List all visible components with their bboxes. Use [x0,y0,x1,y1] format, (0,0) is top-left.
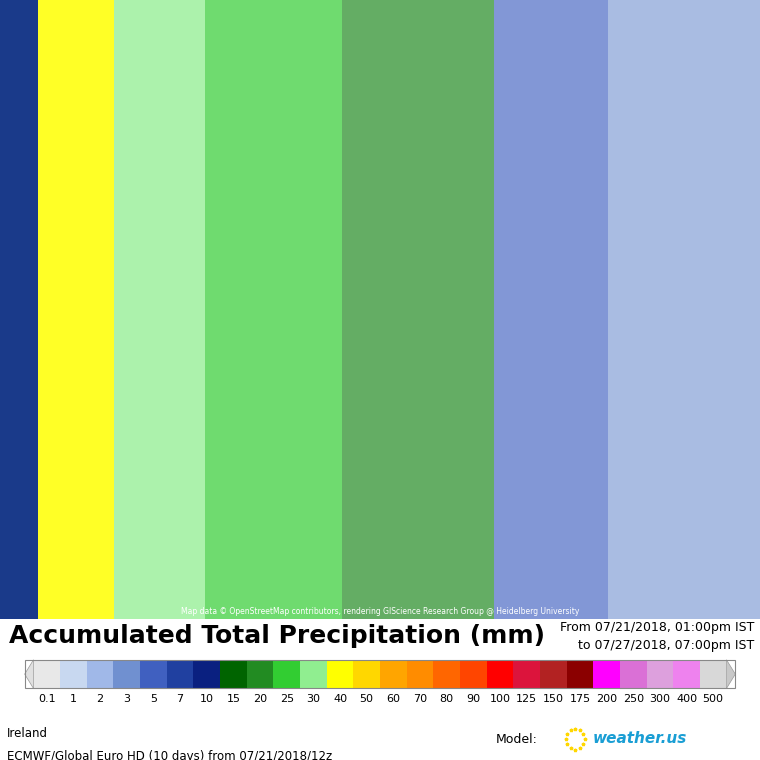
Text: 20: 20 [253,694,267,704]
Bar [220,660,247,689]
Bar [594,660,620,689]
Bar [494,0,608,619]
Text: 3: 3 [123,694,130,704]
Bar [205,0,342,619]
Bar [0,0,38,619]
Text: 1: 1 [70,694,77,704]
Bar [327,660,353,689]
Bar [486,660,513,689]
Bar [274,660,300,689]
Text: 300: 300 [649,694,670,704]
Bar [114,0,205,619]
Text: 5: 5 [150,694,157,704]
Bar [540,660,566,689]
Bar [608,0,760,619]
Text: 2: 2 [97,694,103,704]
Text: 150: 150 [543,694,564,704]
Bar [140,660,166,689]
FancyArrow shape [24,660,33,689]
Bar [513,660,540,689]
Bar [460,660,486,689]
Bar [113,660,140,689]
Text: 30: 30 [306,694,321,704]
Text: Accumulated Total Precipitation (mm): Accumulated Total Precipitation (mm) [9,625,546,648]
Bar [300,660,327,689]
Bar [647,660,673,689]
Bar [407,660,433,689]
Text: 25: 25 [280,694,294,704]
Text: weather.us: weather.us [592,731,687,746]
Bar [700,660,727,689]
Text: 70: 70 [413,694,427,704]
Text: 400: 400 [676,694,697,704]
Text: 10: 10 [200,694,214,704]
Text: 50: 50 [359,694,374,704]
Bar [33,660,60,689]
Text: 15: 15 [226,694,240,704]
Bar [380,660,407,689]
Text: From 07/21/2018, 01:00pm IST
to 07/27/2018, 07:00pm IST: From 07/21/2018, 01:00pm IST to 07/27/20… [559,621,754,652]
Text: 0.1: 0.1 [38,694,55,704]
Bar [433,660,460,689]
FancyArrow shape [727,660,736,689]
Text: 200: 200 [596,694,617,704]
Bar [620,660,647,689]
Bar [60,660,87,689]
Bar [247,660,274,689]
Text: Map data © OpenStreetMap contributors, rendering GIScience Research Group @ Heid: Map data © OpenStreetMap contributors, r… [181,607,579,616]
Bar [194,660,220,689]
Text: 60: 60 [386,694,401,704]
Text: 80: 80 [439,694,454,704]
Text: Ireland: Ireland [7,727,48,739]
Text: Model:: Model: [496,733,537,746]
Bar [566,660,594,689]
Text: 40: 40 [333,694,347,704]
Text: 125: 125 [516,694,537,704]
Text: 90: 90 [466,694,480,704]
Bar [353,660,380,689]
Bar [87,660,113,689]
Bar [342,0,494,619]
Text: 250: 250 [622,694,644,704]
Text: 175: 175 [569,694,591,704]
Bar [673,660,700,689]
Text: 7: 7 [176,694,184,704]
Bar [38,0,114,619]
Bar [166,660,194,689]
Text: ECMWF/Global Euro HD (10 days) from 07/21/2018/12z: ECMWF/Global Euro HD (10 days) from 07/2… [7,749,332,760]
Text: 500: 500 [703,694,724,704]
Text: 100: 100 [489,694,511,704]
